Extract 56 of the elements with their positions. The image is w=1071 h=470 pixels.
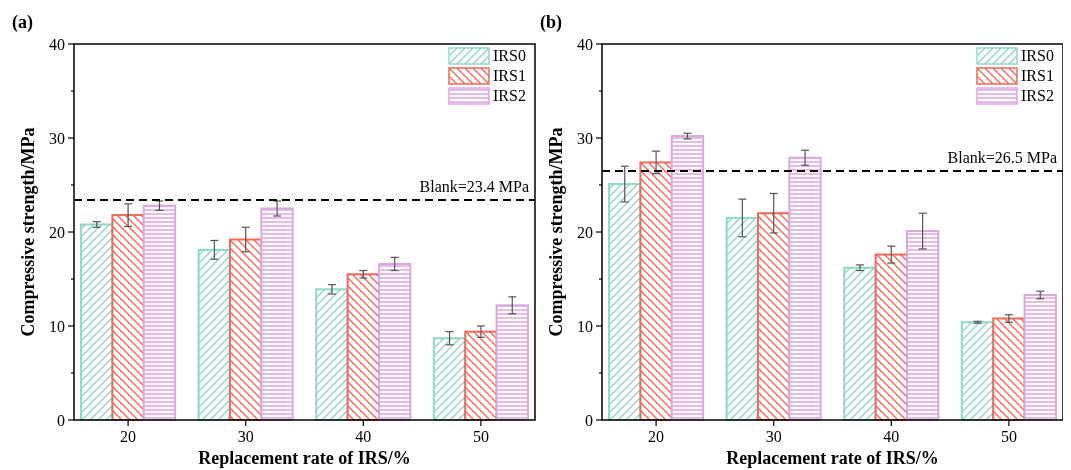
y-tick-label: 0	[584, 411, 593, 429]
ref-line-label: Blank=26.5 MPa	[947, 148, 1057, 166]
legend-label: IRS1	[1020, 67, 1054, 84]
bar	[756, 212, 790, 421]
y-tick-label: 30	[576, 129, 593, 147]
x-tick-label: 40	[355, 428, 372, 445]
x-tick-label: 20	[647, 428, 664, 445]
bar	[842, 266, 877, 421]
bar	[787, 156, 822, 421]
y-tick-label: 0	[57, 411, 65, 429]
y-tick-label: 10	[576, 317, 593, 335]
bar	[80, 223, 114, 421]
bar	[1023, 293, 1057, 421]
y-tick-label: 20	[49, 223, 65, 241]
bar	[346, 273, 380, 421]
chart-title: (a)	[12, 12, 33, 33]
bar	[142, 204, 177, 421]
bar	[432, 337, 467, 421]
bar	[670, 135, 704, 421]
y-tick-label: 40	[576, 35, 593, 53]
bar	[495, 304, 529, 421]
bar	[197, 248, 232, 421]
y-tick-label: 20	[576, 223, 593, 241]
x-tick-label: 20	[120, 428, 137, 445]
y-tick-label: 30	[49, 129, 65, 147]
y-axis-title: Compressive strength/MPa	[545, 127, 566, 337]
bar	[377, 262, 412, 421]
bar	[905, 230, 939, 421]
x-tick-label: 30	[765, 428, 782, 445]
bar	[725, 216, 759, 421]
legend-label: IRS0	[493, 47, 526, 64]
bar	[111, 214, 145, 421]
chart-title: (b)	[539, 12, 562, 33]
x-axis-title: Replacement rate of IRS/%	[725, 448, 939, 468]
bar	[260, 207, 294, 421]
legend-label: IRS1	[493, 67, 526, 84]
bar	[607, 183, 641, 421]
bar	[315, 288, 349, 421]
y-tick-label: 10	[49, 317, 65, 335]
legend-label: IRS2	[493, 87, 526, 104]
x-axis-title: Replacement rate of IRS/%	[198, 448, 411, 468]
y-axis-title: Compressive strength/MPa	[18, 127, 38, 337]
bar	[991, 317, 1026, 421]
x-tick-label: 30	[237, 428, 254, 445]
legend-label: IRS0	[1020, 47, 1054, 64]
x-tick-label: 40	[882, 428, 899, 445]
x-tick-label: 50	[1000, 428, 1017, 445]
bar	[874, 253, 908, 421]
x-tick-label: 50	[472, 428, 489, 445]
bar	[464, 330, 498, 421]
bar	[229, 238, 263, 421]
legend-label: IRS2	[1020, 87, 1054, 104]
y-tick-label: 40	[49, 35, 65, 53]
bar	[638, 161, 673, 421]
bar	[960, 321, 994, 421]
ref-line-label: Blank=23.4 MPa	[419, 178, 529, 196]
